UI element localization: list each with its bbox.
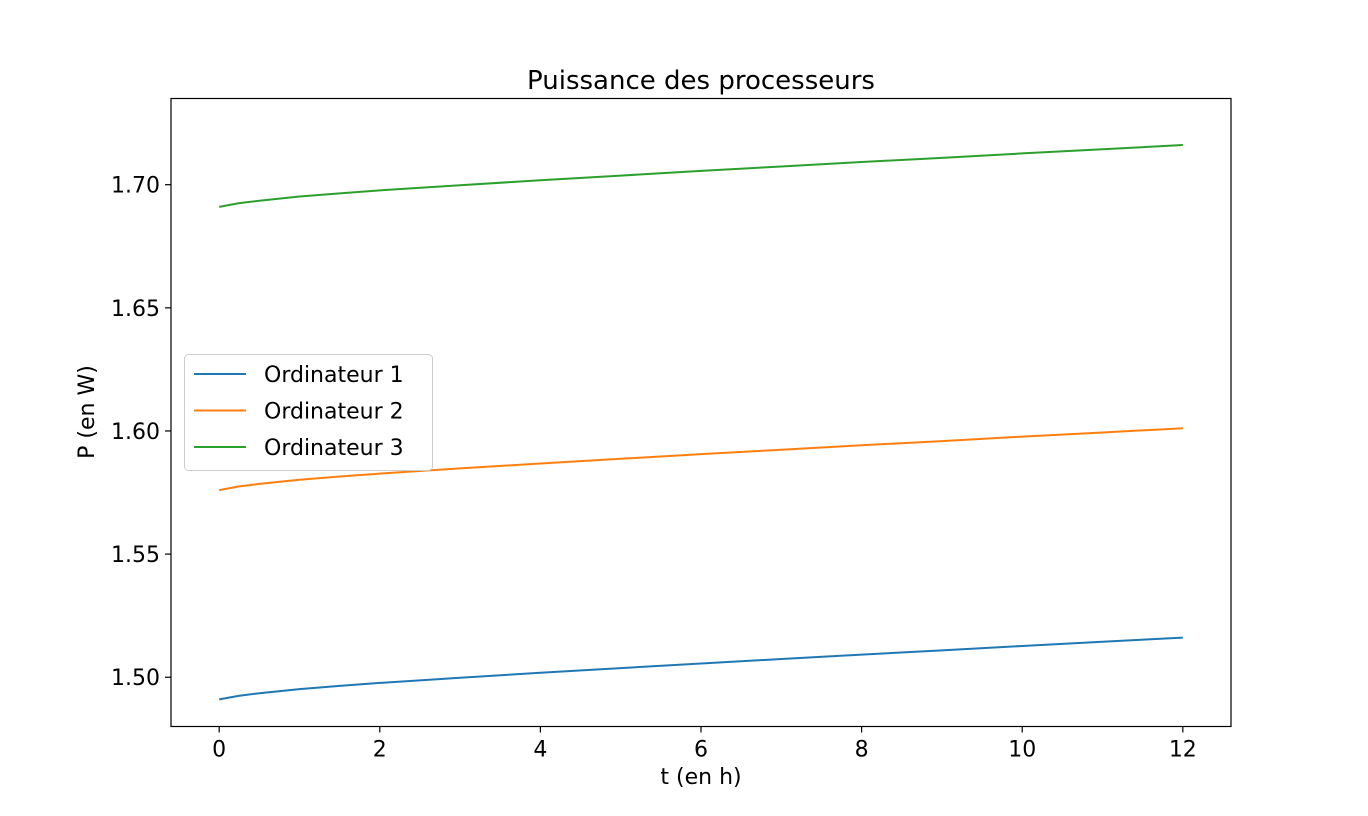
series-line-1 xyxy=(218,636,1183,701)
legend-label-2: Ordinateur 2 xyxy=(264,400,404,425)
x-tick-label: 2 xyxy=(373,738,387,763)
series-line-2 xyxy=(218,427,1183,492)
x-tick-label: 6 xyxy=(694,738,708,763)
x-tick-label: 8 xyxy=(855,738,869,763)
y-axis-label: P (en W) xyxy=(75,365,100,459)
legend: Ordinateur 1 Ordinateur 2 Ordinateur 3 xyxy=(184,354,433,471)
y-tick-label: 1.70 xyxy=(111,174,160,199)
y-axis-ticks: 1.50 1.55 1.60 1.65 1.70 xyxy=(111,174,171,691)
x-axis-label: t (en h) xyxy=(660,765,741,790)
legend-label-3: Ordinateur 3 xyxy=(264,436,404,461)
chart-title: Puissance des processeurs xyxy=(527,66,875,96)
series-lines xyxy=(218,144,1183,701)
series-line-3 xyxy=(218,144,1183,208)
x-tick-label: 4 xyxy=(533,738,547,763)
x-tick-label: 12 xyxy=(1169,738,1197,763)
y-tick-label: 1.60 xyxy=(111,420,160,445)
y-tick-label: 1.55 xyxy=(111,543,160,568)
y-tick-label: 1.50 xyxy=(111,666,160,691)
legend-label-1: Ordinateur 1 xyxy=(264,363,404,388)
y-tick-label: 1.65 xyxy=(111,297,160,322)
legend-box xyxy=(184,354,433,471)
x-tick-label: 10 xyxy=(1008,738,1036,763)
x-tick-label: 0 xyxy=(212,738,226,763)
x-axis-ticks: 0 2 4 6 8 10 12 xyxy=(212,726,1197,763)
legend-items: Ordinateur 1 Ordinateur 2 Ordinateur 3 xyxy=(194,363,404,461)
